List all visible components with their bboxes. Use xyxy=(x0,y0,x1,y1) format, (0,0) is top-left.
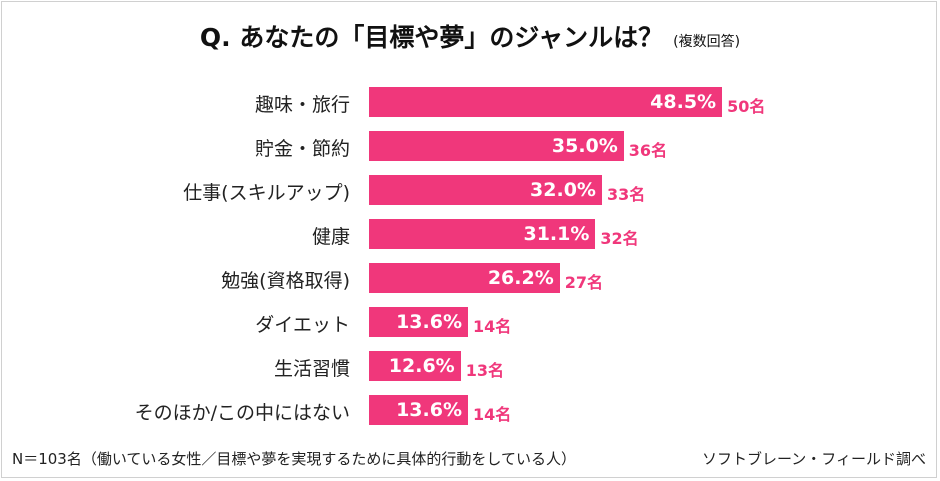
count-label: 27名 xyxy=(564,273,604,292)
count-label: 32名 xyxy=(600,229,639,248)
bar-row: 健康 31.1% 32名 xyxy=(0,219,940,249)
count-label: 14名 xyxy=(473,317,512,336)
bar: 32.0% xyxy=(369,175,602,205)
percent-label: 35.0% xyxy=(551,135,618,157)
category-label: 仕事(スキルアップ) xyxy=(183,182,350,204)
bar-row: 生活習慣 12.6% 13名 xyxy=(0,351,940,381)
count-label: 14名 xyxy=(473,405,512,424)
category-label: 勉強(資格取得) xyxy=(221,270,350,292)
category-label: そのほか/この中にはない xyxy=(134,402,350,424)
bar: 48.5% xyxy=(369,87,723,117)
category-label: 趣味・旅行 xyxy=(254,94,350,116)
bar: 31.1% xyxy=(369,219,596,249)
percent-label: 48.5% xyxy=(650,91,717,113)
sample-note: N＝103名（働いている女性／目標や夢を実現するために具体的行動をしている人） xyxy=(12,450,576,468)
bar-row: そのほか/この中にはない 13.6% 14名 xyxy=(0,395,940,425)
chart-title: Q. あなたの「目標や夢」のジャンルは？ (複数回答) xyxy=(0,18,940,54)
count-label: 50名 xyxy=(727,97,766,116)
percent-label: 26.2% xyxy=(487,267,554,289)
bar: 26.2% xyxy=(369,263,560,293)
percent-label: 32.0% xyxy=(530,179,596,201)
bar: 12.6% xyxy=(369,351,461,381)
bar: 13.6% xyxy=(369,395,468,425)
percent-label: 13.6% xyxy=(396,399,462,421)
percent-label: 31.1% xyxy=(523,223,590,245)
category-label: 貯金・節約 xyxy=(254,138,350,160)
category-label: 生活習慣 xyxy=(273,358,350,380)
count-label: 13名 xyxy=(465,361,504,380)
title-text: Q. あなたの「目標や夢」のジャンルは？ xyxy=(199,23,664,52)
bar-row: ダイエット 13.6% 14名 xyxy=(0,307,940,337)
source-note: ソフトブレーン・フィールド調べ xyxy=(702,450,926,468)
count-label: 33名 xyxy=(606,185,646,204)
bar-row: 勉強(資格取得) 26.2% 27名 xyxy=(0,263,940,293)
category-label: 健康 xyxy=(311,226,350,248)
bar: 13.6% xyxy=(369,307,468,337)
bar-row: 貯金・節約 35.0% 36名 xyxy=(0,131,940,161)
percent-label: 13.6% xyxy=(396,311,462,333)
bar-row: 趣味・旅行 48.5% 50名 xyxy=(0,87,940,117)
category-label: ダイエット xyxy=(255,314,350,336)
bar: 35.0% xyxy=(369,131,624,161)
count-label: 36名 xyxy=(628,141,668,160)
percent-label: 12.6% xyxy=(388,355,455,377)
bar-row: 仕事(スキルアップ) 32.0% 33名 xyxy=(0,175,940,205)
title-subtitle: (複数回答) xyxy=(673,34,741,50)
